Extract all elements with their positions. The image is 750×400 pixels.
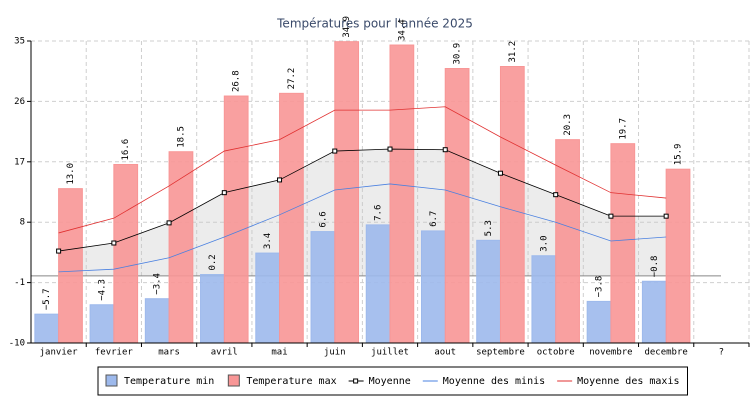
value-label: −5.7 (42, 288, 52, 310)
legend-label: Moyenne des minis (443, 376, 545, 387)
value-label: 30.9 (453, 43, 463, 65)
y-tick-label: -1 (14, 278, 25, 288)
legend: Temperature min Temperature max Moyenne Moy… (97, 366, 688, 396)
value-label: −3.4 (153, 273, 163, 295)
value-label: 13.0 (66, 163, 76, 185)
x-tick-label: fevrier (95, 348, 134, 358)
line-marker (332, 148, 338, 154)
y-tick-label: -10 (9, 339, 25, 349)
bar (334, 41, 360, 344)
legend-swatch (105, 374, 118, 387)
value-label: 5.3 (484, 220, 494, 236)
value-label: 31.2 (508, 41, 518, 63)
value-label: 27.2 (287, 68, 297, 90)
bar (144, 298, 170, 344)
bar (586, 300, 612, 344)
bar (113, 163, 139, 344)
bar (499, 66, 525, 344)
x-tick-label: mai (271, 348, 287, 358)
value-label: 6.6 (318, 211, 328, 227)
bar (34, 313, 60, 344)
bar (420, 230, 446, 344)
line-marker (608, 213, 614, 219)
legend-box (97, 366, 688, 396)
x-tick-label: juillet (371, 348, 409, 358)
value-label: 19.7 (618, 118, 628, 140)
bar (200, 274, 225, 344)
bar (389, 44, 415, 344)
x-tick-label: juin (324, 348, 346, 358)
bar (58, 188, 83, 344)
bar (444, 68, 470, 344)
line-marker (111, 240, 117, 246)
value-label: 7.6 (374, 205, 384, 221)
bar (223, 95, 249, 344)
line-marker (442, 147, 448, 153)
bar (555, 139, 580, 344)
legend-label: Temperature max (246, 376, 336, 387)
line-marker (553, 192, 559, 198)
line-marker (497, 170, 503, 176)
value-label: −4.3 (97, 279, 107, 301)
line-marker (166, 220, 172, 226)
value-label: 0.2 (208, 254, 218, 270)
bar (476, 239, 501, 344)
value-label: 16.6 (121, 139, 131, 161)
x-tick-label: septembre (476, 348, 525, 358)
y-tick-label: 35 (14, 37, 25, 47)
value-label: 3.4 (263, 233, 273, 249)
x-tick-label: novembre (589, 348, 632, 358)
x-tick-label: aout (434, 348, 456, 358)
legend-label: Moyenne (369, 376, 411, 387)
x-tick-label: decembre (644, 348, 687, 358)
bar (89, 304, 115, 344)
legend-swatch (227, 374, 240, 387)
bar (168, 151, 194, 344)
bar (641, 280, 667, 344)
line-marker (663, 213, 669, 219)
legend-label: Moyenne des maxis (577, 376, 679, 387)
line-marker (387, 146, 393, 152)
value-label: −0.8 (650, 256, 660, 278)
line (58, 148, 667, 252)
chart-title: Températures pour l'année 2025 (276, 17, 473, 31)
legend-marker (353, 378, 359, 384)
bar (279, 92, 304, 344)
line (58, 106, 667, 234)
y-tick-label: 17 (14, 157, 25, 167)
line-marker (56, 248, 62, 254)
line (58, 183, 667, 273)
value-label: 26.8 (232, 70, 242, 92)
x-tick-label: ? (719, 348, 724, 358)
x-tick-label: octobre (537, 348, 575, 358)
value-label: 34.9 (342, 16, 352, 38)
bar (665, 168, 691, 344)
y-tick-label: 8 (20, 218, 25, 228)
legend-label: Temperature min (124, 376, 214, 387)
bar (531, 255, 557, 344)
y-tick-label: 26 (14, 97, 25, 107)
value-label: 20.3 (563, 114, 573, 136)
line-marker (277, 177, 283, 183)
value-label: −3.8 (595, 276, 605, 298)
value-label: 15.9 (674, 143, 684, 165)
line-marker (221, 190, 227, 196)
x-tick-label: mars (158, 348, 180, 358)
bar (365, 224, 391, 344)
value-label: 18.5 (176, 126, 186, 148)
value-label: 6.7 (429, 211, 439, 227)
value-label: 3.0 (539, 235, 549, 251)
bar (610, 143, 636, 344)
bar (255, 252, 281, 344)
x-tick-label: avril (211, 348, 238, 358)
bar (310, 231, 336, 344)
value-label: 34.4 (397, 19, 407, 41)
x-tick-label: janvier (40, 348, 79, 358)
